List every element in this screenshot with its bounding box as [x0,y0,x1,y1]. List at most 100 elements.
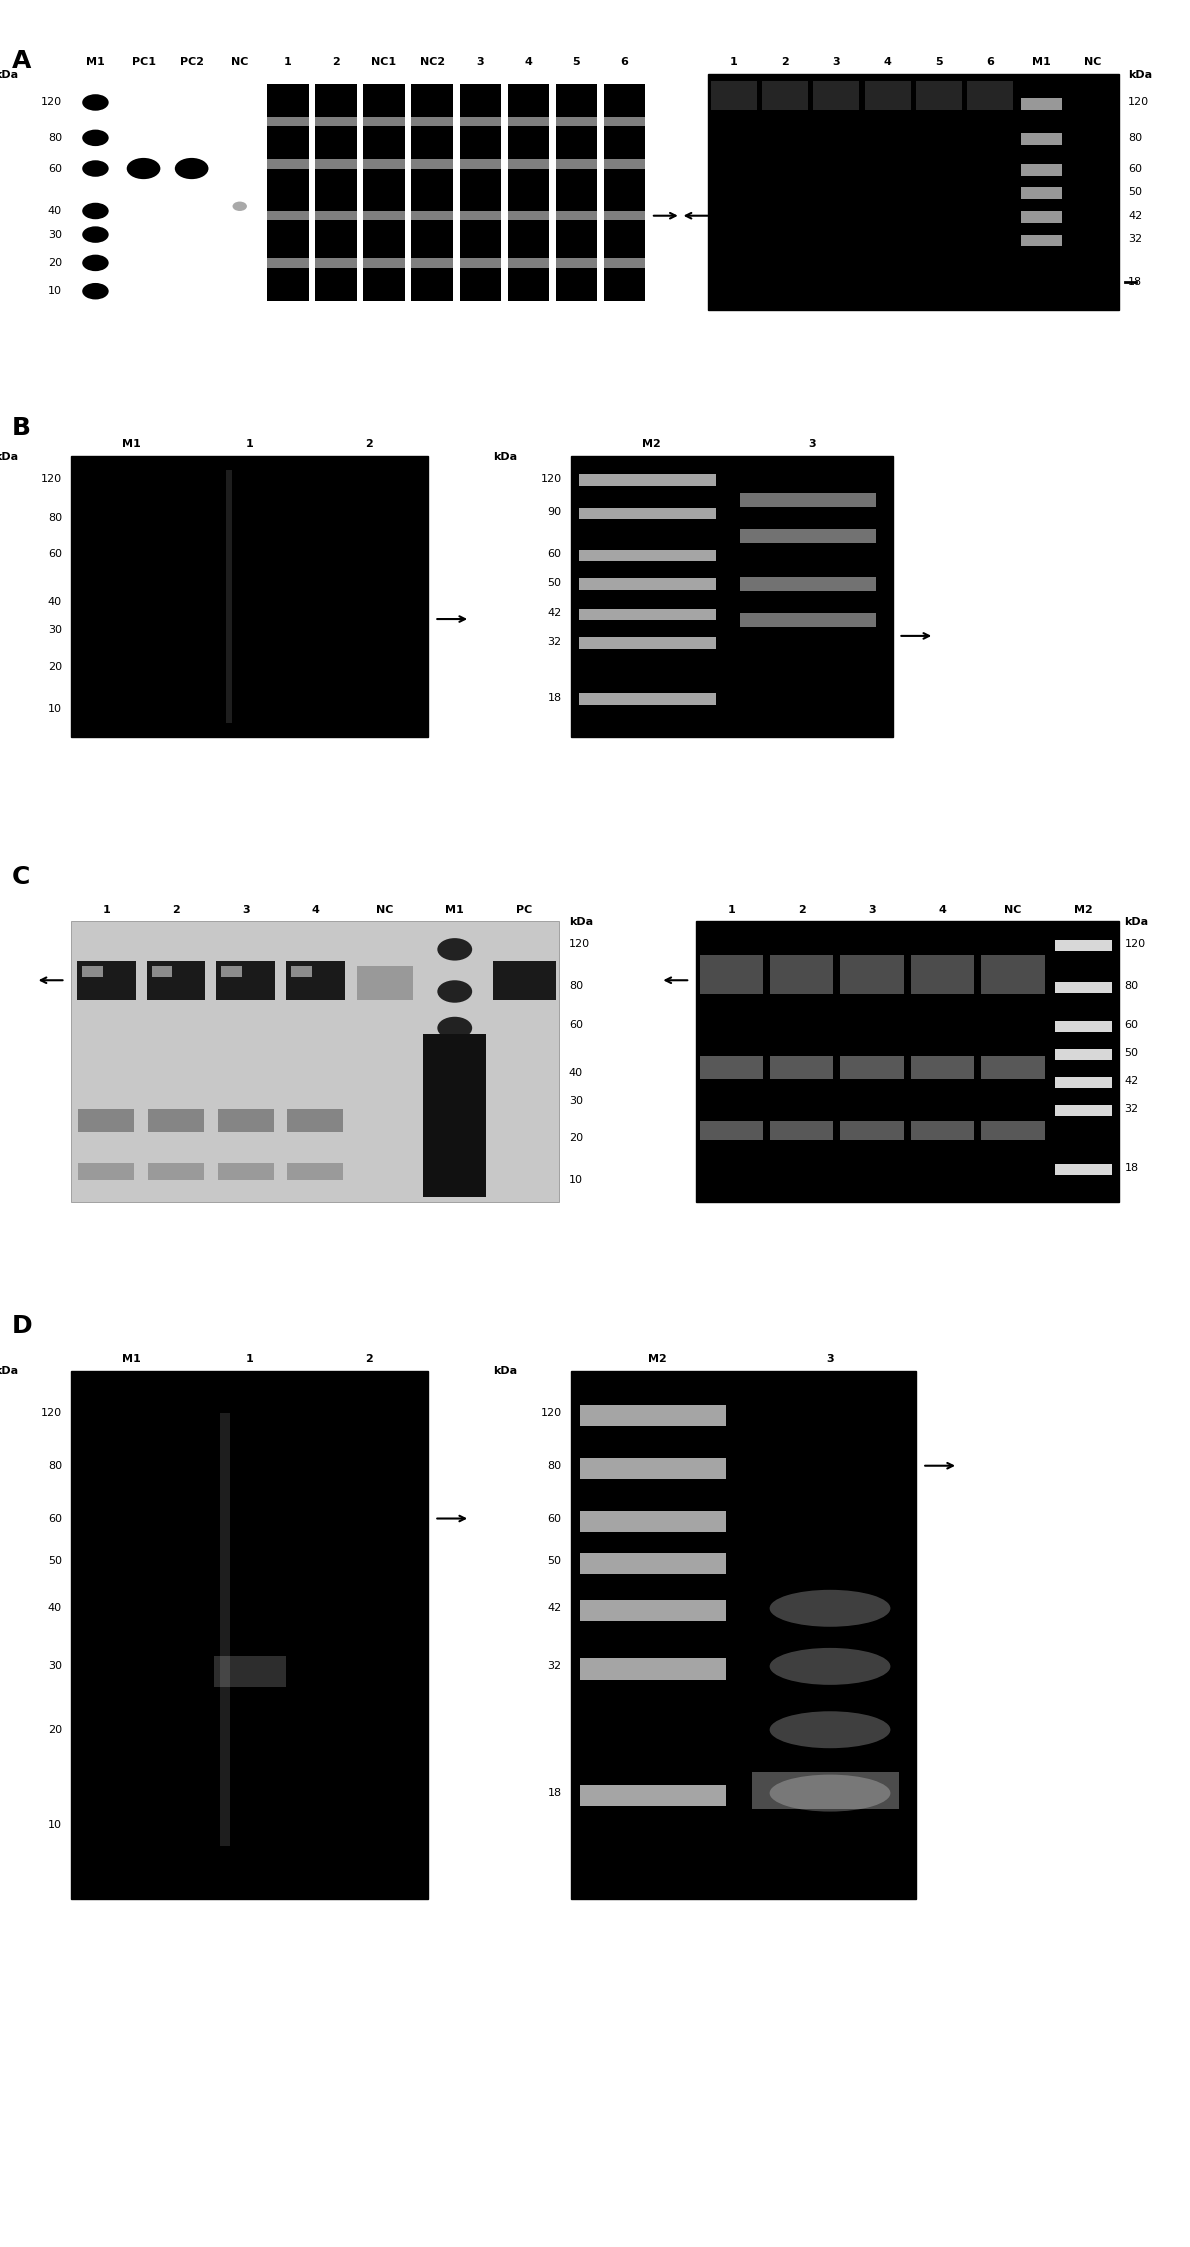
Bar [910,1121,975,1141]
Bar [412,258,453,267]
Bar [315,160,357,169]
Bar [556,117,597,126]
Text: 6: 6 [987,58,994,67]
Text: 40: 40 [48,207,62,216]
Bar [556,258,597,267]
Text: 60: 60 [48,164,62,173]
Bar [221,966,243,977]
Bar [580,474,715,485]
Text: 42: 42 [547,1604,562,1613]
Text: 50: 50 [547,1555,562,1566]
Bar [288,1164,343,1180]
Bar [267,211,308,220]
Bar [508,258,549,267]
Bar [708,74,1119,310]
Text: 50: 50 [1128,187,1142,198]
Bar [840,955,904,993]
Text: B: B [12,416,31,440]
Text: 2: 2 [173,906,180,915]
Text: kDa: kDa [0,70,18,79]
Bar [79,1110,134,1132]
Text: 3: 3 [242,906,250,915]
Text: 20: 20 [48,1726,62,1735]
Text: NC: NC [376,906,394,915]
Bar [412,117,453,126]
Text: A: A [12,49,31,74]
Bar [840,1121,904,1141]
Bar [603,258,645,267]
Bar [508,117,549,126]
Text: 2: 2 [781,58,789,67]
Text: 42: 42 [547,609,562,618]
Bar [770,1056,833,1079]
Bar [267,117,308,126]
Text: 4: 4 [884,58,891,67]
Text: M1: M1 [445,906,464,915]
Text: 1: 1 [729,58,738,67]
Text: 4: 4 [525,58,532,67]
Bar [916,81,962,110]
Bar [571,1371,916,1899]
Bar [982,1121,1045,1141]
Text: 80: 80 [1128,133,1142,144]
Bar [580,638,715,649]
Ellipse shape [82,160,108,178]
Ellipse shape [82,227,108,243]
Bar [1021,133,1063,146]
Bar [412,160,453,169]
Text: NC: NC [1004,906,1022,915]
Bar [762,81,808,110]
Text: C: C [12,865,30,890]
Text: 1: 1 [246,440,253,449]
Bar [71,921,559,1202]
Bar [357,966,413,1000]
Bar [1021,211,1063,222]
Bar [710,81,757,110]
Bar [508,83,549,301]
Text: M2: M2 [649,1355,666,1364]
Bar [865,81,910,110]
Text: 32: 32 [547,1661,562,1672]
Bar [740,613,876,627]
Text: 10: 10 [48,285,62,297]
Bar [910,955,975,993]
Text: 1: 1 [102,906,111,915]
Bar [146,962,205,1000]
Text: kDa: kDa [494,1366,518,1375]
Bar [910,1056,975,1079]
Text: 5: 5 [935,58,942,67]
Bar [288,1110,343,1132]
Bar [267,83,308,301]
Text: 120: 120 [569,939,590,948]
Bar [315,211,357,220]
Text: 3: 3 [808,440,816,449]
Bar [603,83,645,301]
Text: 20: 20 [569,1132,583,1141]
Ellipse shape [770,1647,890,1685]
Bar [148,1164,203,1180]
Text: 42: 42 [1128,211,1142,220]
Bar [580,1600,726,1622]
Ellipse shape [232,202,248,211]
Ellipse shape [82,130,108,146]
Text: 40: 40 [48,598,62,607]
Text: 30: 30 [569,1097,583,1106]
Bar [700,1121,763,1141]
Text: 80: 80 [48,512,62,524]
Bar [696,921,1119,1202]
Text: 20: 20 [48,258,62,267]
Bar [1056,982,1111,993]
Bar [752,1773,900,1809]
Text: 60: 60 [48,551,62,560]
Text: 10: 10 [48,703,62,715]
Text: 1: 1 [246,1355,253,1364]
Ellipse shape [175,157,208,180]
Bar [1056,1076,1111,1088]
Bar [1056,939,1111,950]
Text: 1: 1 [727,906,735,915]
Bar [700,1056,763,1079]
Bar [315,83,357,301]
Bar [1056,1020,1111,1031]
Bar [580,1784,726,1807]
Text: 30: 30 [48,229,62,240]
